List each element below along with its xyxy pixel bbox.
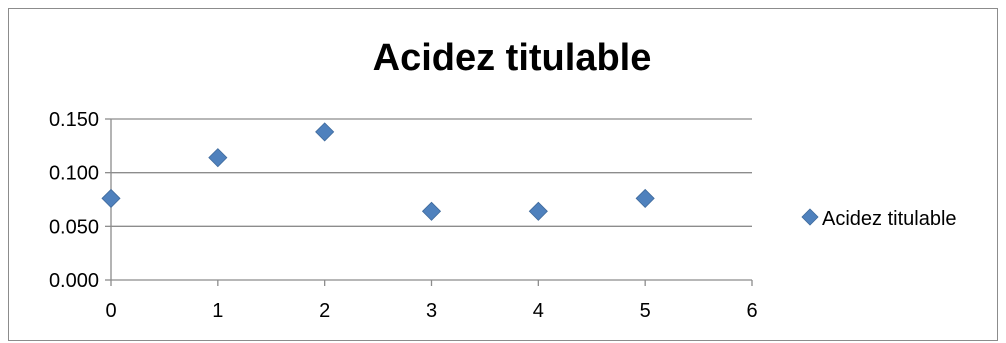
legend-label: Acidez titulable bbox=[822, 208, 957, 230]
legend-marker-icon bbox=[801, 208, 819, 226]
x-tick-label: 6 bbox=[746, 300, 757, 322]
data-point bbox=[528, 201, 548, 221]
y-tick-label: 0.100 bbox=[49, 163, 99, 185]
data-point bbox=[208, 148, 228, 168]
chart-title: Acidez titulable bbox=[373, 37, 652, 79]
y-tick-label: 0.050 bbox=[49, 216, 99, 238]
data-point bbox=[315, 122, 335, 142]
x-tick-label: 2 bbox=[319, 300, 330, 322]
data-points bbox=[101, 122, 655, 221]
x-tick-label: 1 bbox=[212, 300, 223, 322]
gridlines bbox=[111, 118, 752, 227]
x-tick-label: 3 bbox=[426, 300, 437, 322]
axes bbox=[105, 118, 753, 286]
data-point bbox=[101, 188, 121, 208]
x-tick-label: 4 bbox=[533, 300, 544, 322]
y-axis-ticks: 0.000 0.050 0.100 0.150 bbox=[49, 109, 99, 292]
x-tick-label: 0 bbox=[105, 300, 116, 322]
chart-area bbox=[8, 8, 998, 341]
data-point bbox=[421, 201, 442, 221]
legend: Acidez titulable bbox=[801, 208, 957, 230]
x-axis-ticks: 0 1 2 3 4 5 6 bbox=[105, 300, 757, 322]
y-tick-label: 0.150 bbox=[49, 109, 99, 131]
y-tick-label: 0.000 bbox=[49, 270, 99, 292]
x-tick-label: 5 bbox=[640, 300, 651, 322]
data-point bbox=[635, 188, 655, 208]
